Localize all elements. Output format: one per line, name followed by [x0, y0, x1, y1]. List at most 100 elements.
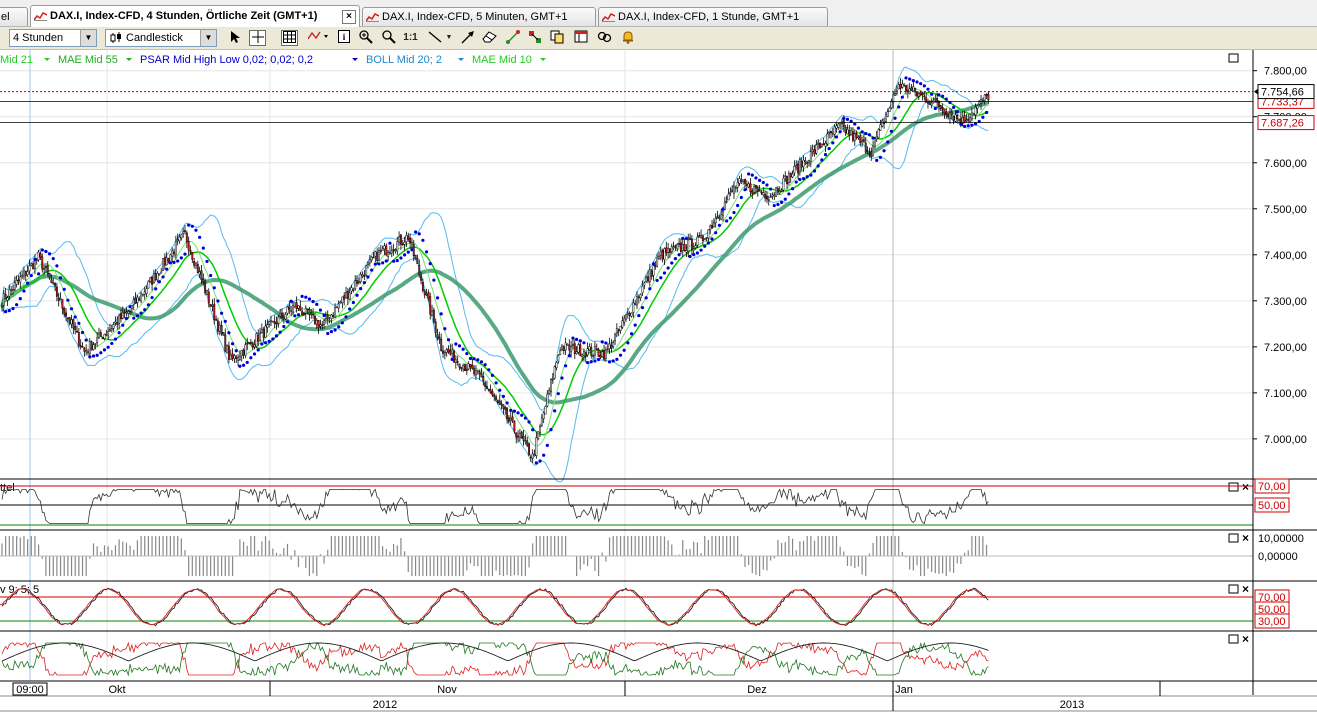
info-icon[interactable]: i: [335, 30, 352, 46]
indicator-icon[interactable]: [307, 30, 331, 46]
candle-body: [551, 378, 554, 381]
psar-dot: [483, 363, 487, 367]
maximize-icon[interactable]: [1228, 53, 1239, 63]
table-icon[interactable]: [573, 30, 590, 46]
chevron-down-icon[interactable]: [352, 58, 358, 61]
tab-dax-5m[interactable]: DAX.I, Index-CFD, 5 Minuten, GMT+1: [362, 7, 596, 26]
psar-dot: [461, 347, 465, 351]
candle-body: [934, 98, 937, 100]
candle-body: [773, 194, 776, 197]
maximize-icon[interactable]: [1228, 482, 1239, 492]
psar-dot: [849, 119, 853, 123]
indicator-legend-item[interactable]: MAE Mid 10: [472, 54, 532, 66]
cursor-arrow-icon[interactable]: [226, 30, 243, 46]
line-tool-icon[interactable]: [426, 30, 443, 46]
tab-dax-4h[interactable]: DAX.I, Index-CFD, 4 Stunden, Örtliche Ze…: [30, 5, 360, 27]
crosshair-icon[interactable]: [249, 30, 266, 46]
candle-body: [528, 443, 530, 456]
zoom-1to1-label[interactable]: 1:1: [402, 30, 419, 46]
close-icon[interactable]: ×: [1242, 480, 1249, 494]
chevron-down-icon[interactable]: ▼: [200, 30, 216, 46]
candle-body: [191, 251, 194, 260]
candle-body: [28, 265, 31, 272]
psar-dot: [838, 130, 842, 134]
candle-body: [134, 297, 137, 304]
psar-dot: [40, 248, 44, 252]
candle-body: [617, 329, 620, 332]
chevron-down-icon[interactable]: ▼: [445, 34, 453, 41]
psar-dot: [121, 323, 125, 327]
link-icon[interactable]: [596, 30, 613, 46]
candle-body: [242, 349, 245, 356]
candle-body: [656, 257, 659, 267]
chart-area[interactable]: ×ttel××v 9; 5; 5×70,0050,0010,000000,000…: [0, 50, 1317, 713]
maximize-icon[interactable]: [1228, 584, 1239, 594]
candle-body: [716, 216, 719, 219]
cursor-time-box: [12, 682, 48, 696]
candle-body: [546, 393, 549, 407]
candle-body: [718, 217, 721, 219]
candle-body: [897, 84, 900, 90]
tab-dax-1h[interactable]: DAX.I, Index-CFD, 1 Stunde, GMT+1: [598, 7, 828, 26]
chevron-down-icon[interactable]: [126, 58, 132, 61]
candle-body: [109, 328, 111, 332]
candle-body: [260, 328, 263, 333]
boll-upper-band: [1, 66, 989, 412]
candle-body: [731, 190, 734, 193]
indicator-legend-item[interactable]: MAE Mid 55: [58, 54, 118, 66]
close-icon[interactable]: ×: [1242, 632, 1249, 646]
candle-body: [820, 144, 823, 147]
interval-select[interactable]: 4 Stunden ▼: [9, 29, 97, 47]
zoom-icon[interactable]: [380, 30, 397, 46]
pattern-icon[interactable]: [527, 30, 544, 46]
zoom-pan-icon[interactable]: [357, 30, 374, 46]
indicator-legend-item[interactable]: Mid 21: [0, 54, 33, 66]
psar-dot: [366, 275, 370, 279]
chevron-down-icon[interactable]: [540, 58, 546, 61]
close-icon[interactable]: ×: [342, 10, 356, 24]
indicator-legend-item[interactable]: BOLL Mid 20; 2: [366, 54, 442, 66]
psar-dot: [355, 293, 359, 297]
candle-body: [442, 350, 444, 354]
candle-body: [588, 346, 591, 351]
psar-dot: [406, 250, 410, 254]
psar-dot: [860, 130, 864, 134]
maximize-icon[interactable]: [1228, 634, 1239, 644]
psar-dot: [747, 172, 751, 176]
alarm-icon[interactable]: [619, 30, 636, 46]
candle-body: [198, 271, 201, 275]
candle-body: [864, 142, 867, 153]
indicator-legend-item[interactable]: PSAR Mid High Low 0,02; 0,02; 0,2: [140, 54, 313, 66]
candle-body: [720, 214, 723, 220]
chevron-down-icon[interactable]: [458, 58, 464, 61]
candle-body: [857, 136, 860, 139]
chevron-down-icon[interactable]: ▼: [80, 30, 96, 46]
candlestick-icon: [110, 32, 121, 43]
candle-body: [687, 239, 690, 252]
psar-dot: [662, 271, 667, 275]
price-level-label-box: [1257, 115, 1315, 131]
close-icon[interactable]: ×: [1242, 531, 1249, 545]
eraser-icon[interactable]: [481, 30, 498, 46]
close-icon[interactable]: ×: [1242, 582, 1249, 596]
chart-type-select[interactable]: Candlestick ▼: [105, 29, 217, 47]
arrow-tool-icon[interactable]: [459, 30, 476, 46]
candle-body: [813, 149, 816, 155]
chevron-down-icon[interactable]: [44, 58, 50, 61]
candle-body: [859, 135, 862, 143]
copy-icon[interactable]: [549, 30, 566, 46]
psar-dot: [439, 312, 443, 316]
fibonacci-icon[interactable]: [504, 30, 521, 46]
psar-dot: [161, 275, 165, 279]
psar-dot: [37, 272, 41, 276]
candle-body: [665, 247, 668, 254]
maximize-icon[interactable]: [1228, 533, 1239, 543]
psar-dot: [615, 357, 619, 361]
grid-icon[interactable]: [281, 30, 298, 46]
tab-0[interactable]: el: [0, 7, 28, 26]
candle-body: [367, 262, 369, 265]
candle-body: [696, 236, 699, 246]
candle-body: [83, 347, 86, 352]
candle-body: [273, 321, 276, 324]
svg-text:i: i: [342, 32, 345, 42]
